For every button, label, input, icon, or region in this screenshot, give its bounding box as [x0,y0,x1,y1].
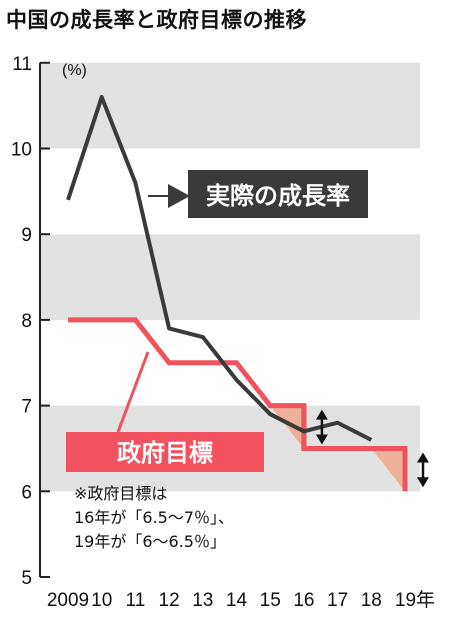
y-tick-label: 5 [21,568,32,589]
y-tick-label: 8 [21,311,32,332]
range-arrows [315,409,429,488]
target-range-line [301,405,408,492]
actual-callout-label: 実際の成長率 [206,182,350,210]
y-tick-label: 6 [21,482,32,503]
range-arrow-head-down [417,477,429,488]
x-tick-label: 19年 [395,589,435,611]
y-tick-label: 10 [11,140,32,161]
chart-title: 中国の成長率と政府目標の推移 [6,8,307,32]
actual-callout-box [188,170,368,218]
footnote: ※政府目標は 16年が「6.5～7％」、 19年が「6～6.5％」 [74,484,234,551]
x-tick-label: 16 [293,590,314,611]
range-arrow-1 [417,452,429,488]
y-tick-labels: 5 6 7 8 9 10 11 [11,54,32,589]
target-callout-box [66,432,264,472]
target-callout-label: 政府目標 [117,439,213,467]
x-tick-label: 18 [361,590,382,611]
target-callout-pointer [116,351,150,433]
footnote-line-2: 16年が「6.5～7％」、 [74,508,234,527]
target-callout: 政府目標 [66,351,264,472]
actual-callout: 実際の成長率 [148,170,368,218]
range-arrow-head-up [315,409,328,420]
gap-region-1 [371,448,405,492]
x-tick-label: 2009 [47,590,89,611]
band-1 [40,234,420,320]
x-tick-label: 17 [327,590,348,611]
y-tick-label: 9 [21,225,32,246]
footnote-line-3: 19年が「6～6.5％」 [74,532,226,551]
range-arrow-head-down [315,434,328,445]
x-tick-label: 13 [192,590,213,611]
y-tick-label: 11 [12,54,32,75]
background-bands [40,62,420,492]
range-arrow-0 [315,409,328,445]
y-unit-label: (%) [62,62,87,79]
y-tick-label: 7 [21,397,32,418]
gap-region-0 [270,405,304,449]
range-arrow-head-up [417,452,429,463]
x-tick-label: 12 [159,590,180,611]
actual-callout-arrowhead [168,184,190,208]
y-axis [39,61,50,578]
x-tick-labels: 2009 10 11 12 13 14 15 16 17 18 19年 [47,589,435,611]
footnote-line-1: ※政府目標は [74,484,167,503]
x-tick-label: 11 [126,590,146,611]
x-tick-label: 10 [91,590,112,611]
gap-regions [270,405,405,492]
x-tick-label: 14 [226,590,248,611]
x-tick-label: 15 [260,590,281,611]
